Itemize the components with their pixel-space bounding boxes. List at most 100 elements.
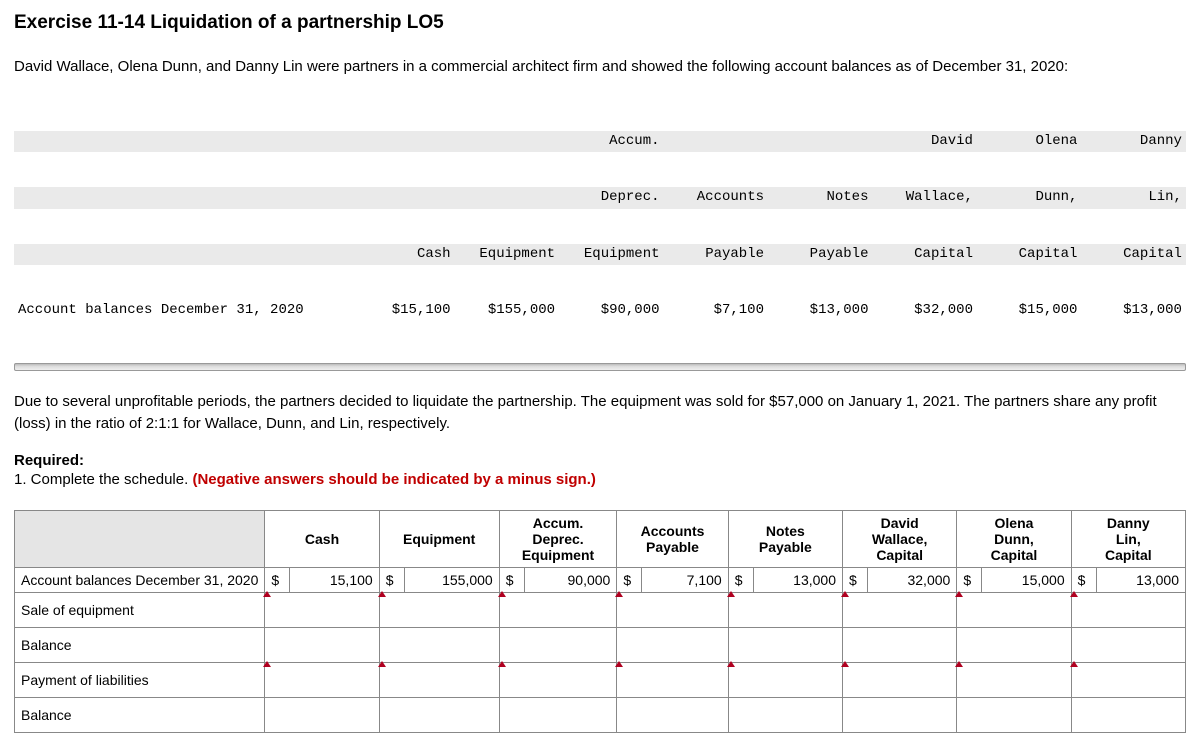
schedule-amount-input[interactable]: [1078, 702, 1179, 728]
schedule-amount-input[interactable]: [963, 597, 1064, 623]
schedule-input-cell[interactable]: [1071, 628, 1185, 663]
schedule-input-cell[interactable]: [499, 663, 617, 698]
schedule-input-cell[interactable]: [1071, 663, 1185, 698]
schedule-row-label: Payment of liabilities: [15, 663, 265, 698]
schedule-input-cell[interactable]: [728, 593, 842, 628]
schedule-amount-input[interactable]: [735, 597, 836, 623]
schedule-column-header: DannyLin,Capital: [1071, 511, 1185, 568]
schedule-input-cell[interactable]: [379, 663, 499, 698]
balances-row-label: Account balances December 31, 2020: [14, 300, 350, 322]
input-caret-icon: [615, 591, 623, 597]
schedule-amount-input[interactable]: [506, 597, 611, 623]
schedule-amount-input[interactable]: [963, 632, 1064, 658]
schedule-amount-input[interactable]: [735, 667, 836, 693]
schedule-input-cell[interactable]: [499, 593, 617, 628]
schedule-amount-input[interactable]: [271, 597, 372, 623]
required-item: 1. Complete the schedule.: [14, 471, 192, 488]
schedule-amount-input[interactable]: [735, 632, 836, 658]
schedule-input-cell[interactable]: [728, 698, 842, 733]
hdr: [455, 131, 559, 153]
schedule-input-cell[interactable]: [957, 593, 1071, 628]
schedule-amount-input[interactable]: [963, 702, 1064, 728]
schedule-input-cell[interactable]: [957, 698, 1071, 733]
schedule-input-cell[interactable]: [1071, 593, 1185, 628]
input-caret-icon: [263, 591, 271, 597]
schedule-input-cell[interactable]: [728, 663, 842, 698]
schedule-amount-input[interactable]: [849, 597, 950, 623]
schedule-value: 7,100: [642, 568, 728, 593]
schedule-amount-input[interactable]: [271, 632, 372, 658]
schedule-row-label: Account balances December 31, 2020: [15, 568, 265, 593]
input-caret-icon: [727, 591, 735, 597]
schedule-amount-input[interactable]: [1078, 597, 1179, 623]
hdr: [664, 131, 768, 153]
currency-symbol: $: [379, 568, 404, 593]
currency-symbol: $: [265, 568, 290, 593]
schedule-amount-input[interactable]: [271, 702, 372, 728]
schedule-row-label: Balance: [15, 628, 265, 663]
required-label: Required:: [14, 452, 1186, 469]
schedule-amount-input[interactable]: [506, 667, 611, 693]
schedule-input-cell[interactable]: [1071, 698, 1185, 733]
schedule-amount-input[interactable]: [849, 667, 950, 693]
schedule-amount-input[interactable]: [1078, 667, 1179, 693]
currency-symbol: $: [499, 568, 524, 593]
schedule-row-label: Sale of equipment: [15, 593, 265, 628]
schedule-input-cell[interactable]: [499, 698, 617, 733]
hdr: [350, 131, 454, 153]
schedule-input-cell[interactable]: [617, 663, 728, 698]
schedule-input-cell[interactable]: [843, 593, 957, 628]
hdr: [455, 187, 559, 209]
schedule-amount-input[interactable]: [849, 702, 950, 728]
schedule-amount-input[interactable]: [386, 632, 493, 658]
schedule-amount-input[interactable]: [1078, 632, 1179, 658]
schedule-amount-input[interactable]: [506, 702, 611, 728]
schedule-corner-cell: [15, 511, 265, 568]
schedule-amount-input[interactable]: [963, 667, 1064, 693]
schedule-amount-input[interactable]: [735, 702, 836, 728]
schedule-value: 90,000: [524, 568, 617, 593]
schedule-value: 13,000: [1096, 568, 1185, 593]
schedule-row: Account balances December 31, 2020$15,10…: [15, 568, 1186, 593]
schedule-input-cell[interactable]: [843, 628, 957, 663]
schedule-input-cell[interactable]: [617, 698, 728, 733]
schedule-input-cell[interactable]: [499, 628, 617, 663]
schedule-row: Sale of equipment: [15, 593, 1186, 628]
input-caret-icon: [615, 661, 623, 667]
schedule-amount-input[interactable]: [623, 632, 721, 658]
schedule-input-cell[interactable]: [265, 593, 379, 628]
schedule-input-cell[interactable]: [265, 698, 379, 733]
intro-paragraph: David Wallace, Olena Dunn, and Danny Lin…: [14, 56, 1186, 78]
val: $7,100: [664, 300, 768, 322]
blank-label: [14, 187, 350, 209]
schedule-input-cell[interactable]: [265, 628, 379, 663]
schedule-value: 13,000: [753, 568, 842, 593]
schedule-amount-input[interactable]: [386, 597, 493, 623]
schedule-column-header: Equipment: [379, 511, 499, 568]
schedule-amount-input[interactable]: [623, 597, 721, 623]
schedule-amount-input[interactable]: [271, 667, 372, 693]
schedule-input-cell[interactable]: [379, 698, 499, 733]
currency-symbol: $: [843, 568, 868, 593]
input-caret-icon: [498, 661, 506, 667]
schedule-input-cell[interactable]: [957, 663, 1071, 698]
schedule-input-cell[interactable]: [957, 628, 1071, 663]
schedule-input-cell[interactable]: [728, 628, 842, 663]
schedule-input-cell[interactable]: [379, 593, 499, 628]
schedule-input-cell[interactable]: [379, 628, 499, 663]
schedule-amount-input[interactable]: [623, 702, 721, 728]
schedule-input-cell[interactable]: [617, 593, 728, 628]
hdr: [768, 131, 872, 153]
schedule-input-cell[interactable]: [843, 663, 957, 698]
hdr: Olena: [977, 131, 1081, 153]
schedule-input-cell[interactable]: [617, 628, 728, 663]
schedule-amount-input[interactable]: [849, 632, 950, 658]
schedule-amount-input[interactable]: [506, 632, 611, 658]
schedule-amount-input[interactable]: [386, 667, 493, 693]
schedule-input-cell[interactable]: [265, 663, 379, 698]
input-caret-icon: [498, 591, 506, 597]
schedule-input-cell[interactable]: [843, 698, 957, 733]
schedule-column-header: AccountsPayable: [617, 511, 728, 568]
schedule-amount-input[interactable]: [386, 702, 493, 728]
schedule-amount-input[interactable]: [623, 667, 721, 693]
